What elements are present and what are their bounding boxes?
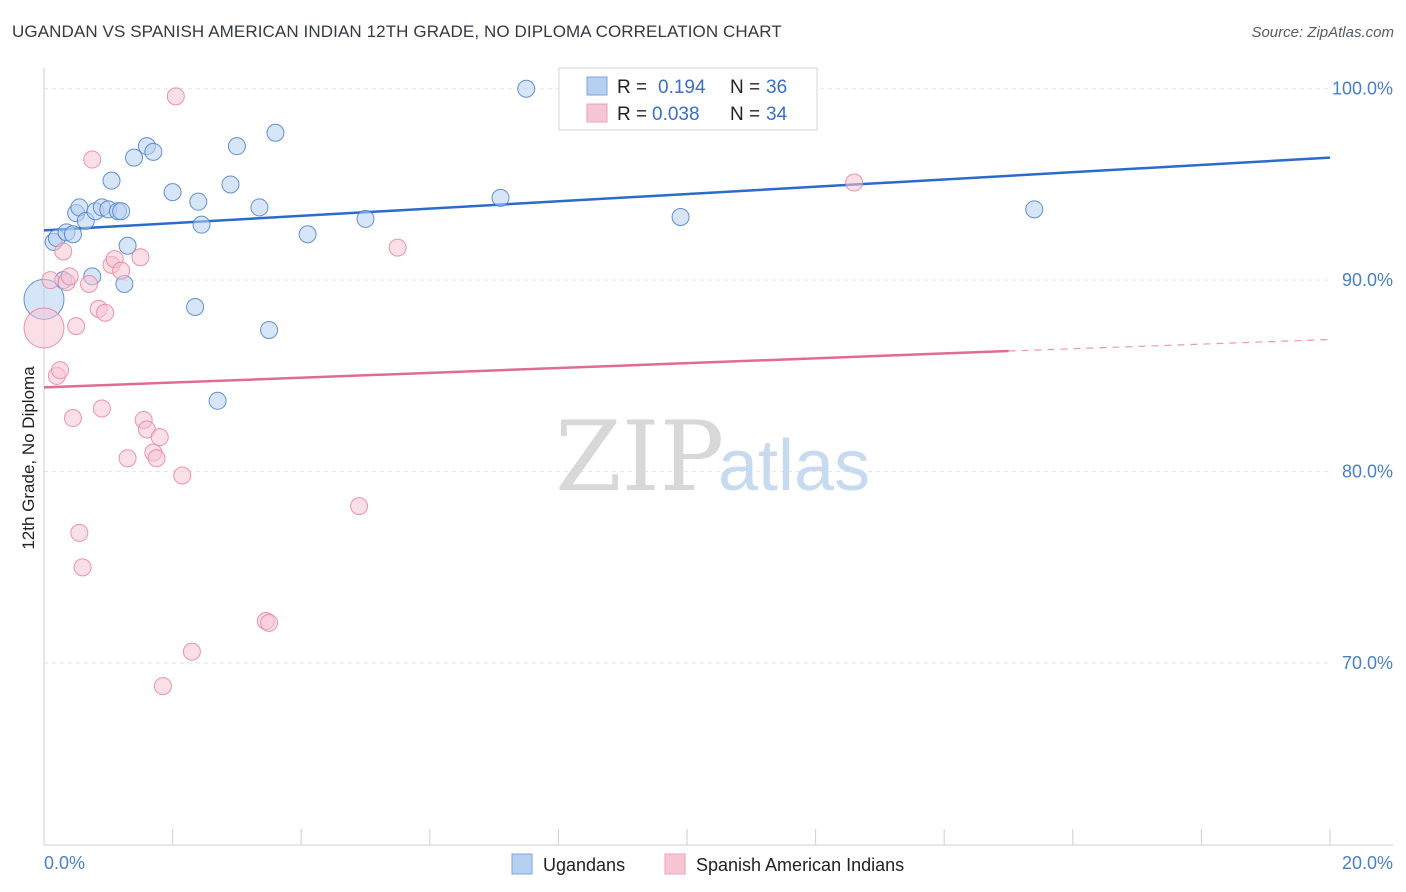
- y-tick-label-1: 90.0%: [1342, 270, 1393, 290]
- point-series-1-25: [150, 428, 169, 447]
- legend-n-label-1: N =: [730, 77, 760, 98]
- point-series-0-30: [266, 123, 285, 142]
- point-series-0-36: [1025, 200, 1044, 219]
- point-series-0-22: [186, 297, 205, 316]
- x-tick-labels: 0.0% 20.0%: [44, 853, 1393, 873]
- legend-r-label-2: R =: [617, 104, 647, 125]
- point-series-1-29: [153, 677, 172, 696]
- y-tick-label-0: 100.0%: [1332, 79, 1393, 99]
- legend-n-value-1: 36: [766, 77, 787, 98]
- watermark-zip: ZIP: [555, 401, 724, 513]
- point-series-1-11: [80, 275, 99, 294]
- point-series-0-29: [260, 320, 279, 339]
- point-series-1-18: [112, 261, 131, 280]
- point-series-1-8: [67, 317, 86, 336]
- point-series-1-32: [350, 497, 369, 516]
- grid-lines: [44, 88, 1330, 664]
- bottom-legend-label-spanish-american-indians: Spanish American Indians: [696, 855, 904, 875]
- trend-line-0: [43, 156, 1331, 232]
- legend-n-label-2: N =: [730, 104, 760, 125]
- watermark-atlas: atlas: [718, 426, 870, 506]
- point-series-0-33: [491, 188, 510, 207]
- point-series-1-1: [41, 271, 60, 290]
- point-series-0-15: [112, 202, 131, 221]
- bottom-legend-swatch-spanish-american-indians: [664, 853, 686, 875]
- x-tick-label-max: 20.0%: [1342, 853, 1393, 873]
- point-series-1-6: [60, 267, 79, 286]
- trend-line-1: [43, 349, 1009, 389]
- legend-r-value-1: 0.194: [658, 77, 706, 98]
- watermark: ZIP atlas: [555, 401, 870, 513]
- point-series-0-17: [118, 236, 137, 255]
- trend-line-extension-1: [1008, 338, 1331, 352]
- point-series-0-20: [144, 142, 163, 161]
- point-series-1-9: [70, 523, 89, 542]
- legend-n-value-2: 34: [766, 104, 788, 125]
- point-series-1-27: [173, 466, 192, 485]
- legend-r-label-1: R =: [617, 77, 647, 98]
- point-series-1-10: [73, 558, 92, 577]
- bottom-legend: Ugandans Spanish American Indians: [511, 853, 904, 875]
- point-series-0-35: [671, 208, 690, 226]
- point-series-1-3: [51, 361, 70, 380]
- axes: [43, 68, 1393, 846]
- point-series-0-21: [163, 183, 182, 202]
- point-series-0-23: [189, 192, 208, 211]
- point-series-0-24: [192, 215, 211, 234]
- y-tick-label-3: 70.0%: [1342, 653, 1393, 673]
- point-series-0-5: [63, 225, 82, 244]
- point-series-1-15: [96, 303, 115, 322]
- point-series-1-34: [845, 173, 864, 192]
- point-series-1-4: [54, 242, 73, 261]
- data-points: [23, 79, 1044, 696]
- point-series-0-28: [250, 198, 269, 217]
- point-series-0-18: [125, 148, 144, 167]
- x-tick-label-min: 0.0%: [44, 853, 85, 873]
- point-series-1-26: [166, 87, 185, 106]
- chart-title: UGANDAN VS SPANISH AMERICAN INDIAN 12TH …: [12, 22, 782, 41]
- point-series-1-28: [182, 642, 201, 661]
- point-series-1-20: [131, 248, 150, 267]
- point-series-0-32: [356, 209, 375, 228]
- bottom-legend-label-ugandans: Ugandans: [543, 855, 625, 875]
- point-series-1-0: [23, 307, 65, 349]
- point-series-1-33: [388, 238, 407, 257]
- point-series-1-19: [118, 449, 137, 468]
- point-series-0-25: [208, 391, 227, 410]
- point-series-0-27: [227, 137, 246, 156]
- legend-r-value-2: 0.038: [652, 104, 700, 125]
- y-tick-label-2: 80.0%: [1342, 462, 1393, 482]
- point-series-1-31: [260, 613, 279, 632]
- legend-swatch-ugandans: [586, 76, 608, 96]
- point-series-1-24: [147, 449, 166, 468]
- bottom-legend-swatch-ugandans: [511, 853, 533, 875]
- point-series-0-31: [298, 225, 317, 244]
- source-label: Source: ZipAtlas.com: [1251, 24, 1394, 41]
- legend-swatch-spanish-american-indians: [586, 103, 608, 123]
- trend-lines: [43, 156, 1331, 389]
- point-series-0-34: [517, 79, 536, 98]
- point-series-1-14: [92, 399, 111, 418]
- point-series-1-12: [83, 150, 102, 169]
- point-series-0-13: [102, 171, 121, 190]
- y-tick-labels: 100.0% 90.0% 80.0% 70.0%: [1332, 79, 1393, 673]
- legend: R = 0.194 N = 36 R = 0.038 N = 34: [558, 67, 818, 131]
- point-series-1-7: [63, 409, 82, 428]
- y-axis-label: 12th Grade, No Diploma: [19, 366, 38, 550]
- point-series-0-26: [221, 175, 240, 194]
